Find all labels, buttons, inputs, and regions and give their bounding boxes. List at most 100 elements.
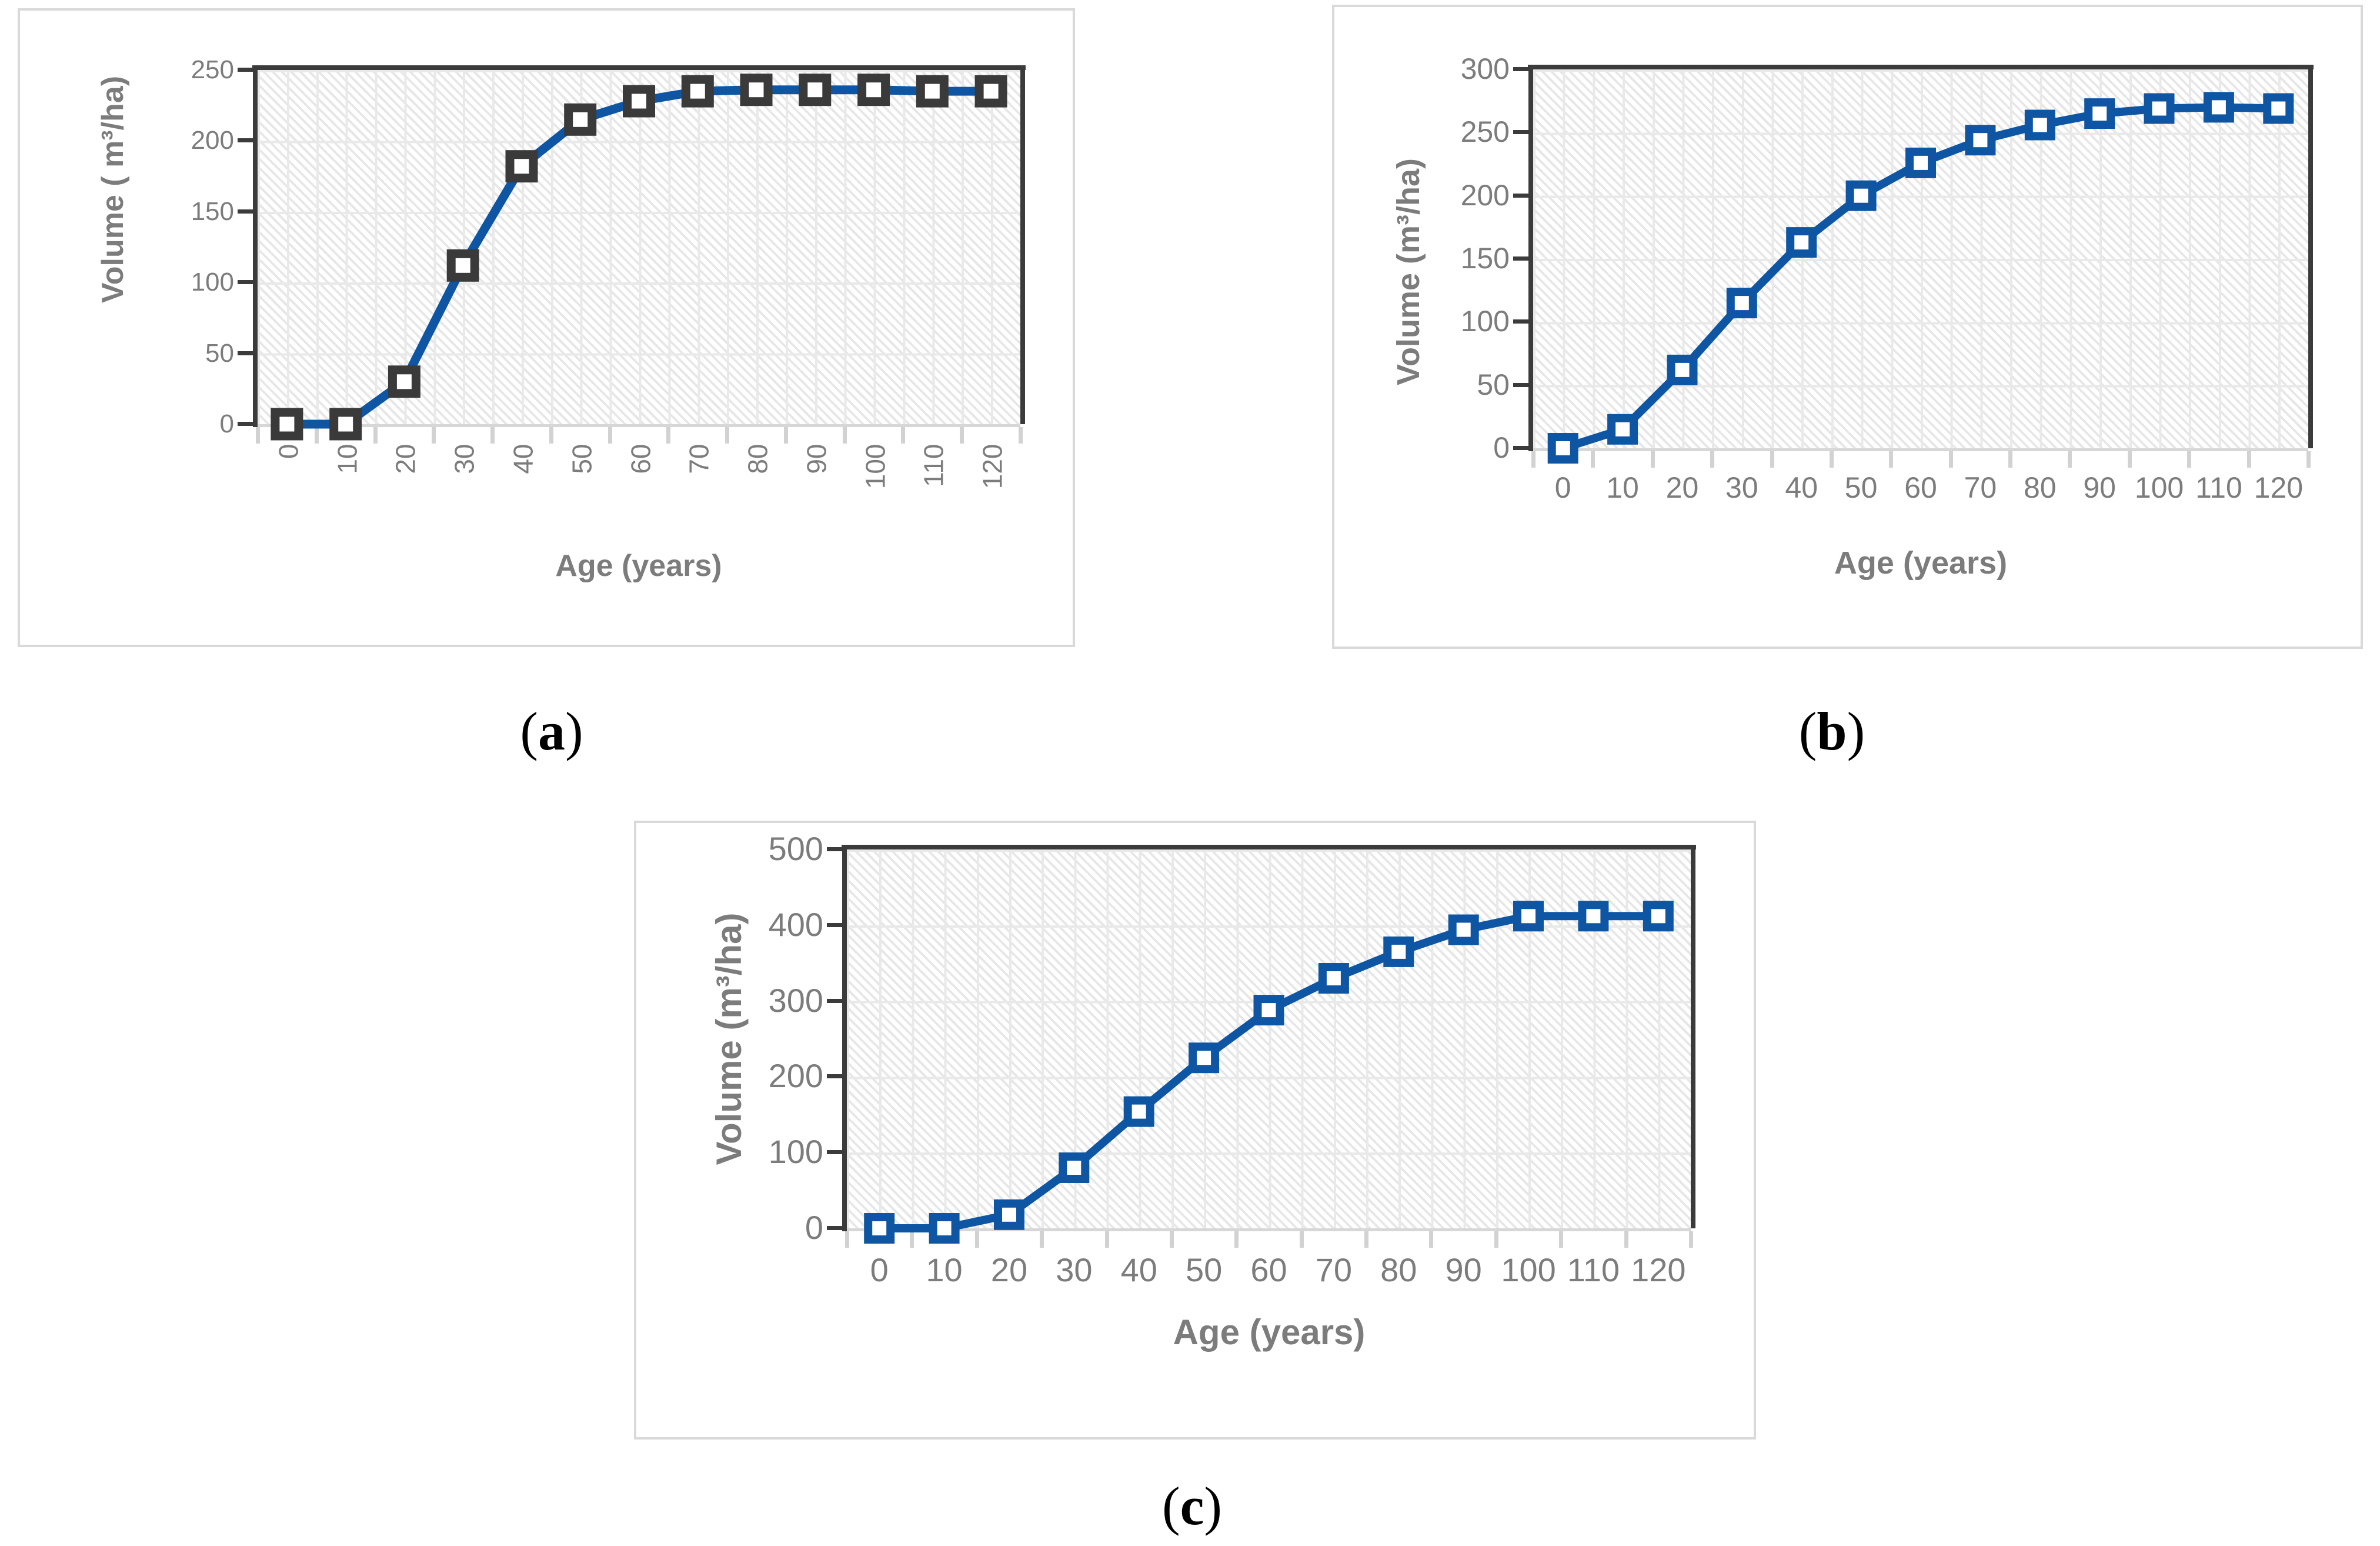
caption-b-open: (	[1798, 701, 1817, 761]
y-tick-label-a: 100	[191, 268, 234, 297]
y-tick-label-c: 100	[768, 1133, 823, 1171]
x-tick-label-a: 120	[977, 444, 1008, 489]
plot-border-top-b	[1528, 65, 2314, 69]
data-point-a	[857, 74, 890, 106]
x-tick-label-a: 0	[273, 444, 304, 459]
data-point-b	[1547, 433, 1578, 464]
y-tick-a	[238, 422, 253, 426]
y-tick-a	[238, 280, 253, 285]
data-point-b	[1905, 147, 1936, 178]
x-tick-label-c: 70	[1315, 1251, 1353, 1288]
x-tick-label-c: 100	[1501, 1251, 1556, 1288]
x-tick-label-b: 40	[1785, 471, 1818, 504]
x-tick-a	[549, 427, 553, 444]
x-tick-c	[1559, 1231, 1564, 1248]
x-axis-title-a: Age (years)	[555, 549, 722, 583]
x-tick-b	[2247, 451, 2251, 468]
data-point-b	[1965, 125, 1996, 156]
x-tick-c	[1689, 1231, 1693, 1248]
y-axis-line-a	[253, 65, 258, 427]
x-tick-label-b: 80	[2023, 471, 2057, 504]
x-tick-label-a: 30	[449, 444, 480, 474]
data-point-a	[916, 75, 949, 108]
x-tick-b	[1889, 451, 1894, 468]
x-tick-a	[1019, 427, 1023, 444]
y-tick-c	[827, 1074, 842, 1079]
x-tick-a	[725, 427, 730, 444]
y-tick-a	[238, 138, 253, 143]
x-tick-b	[1829, 451, 1834, 468]
y-tick-label-b: 100	[1460, 305, 1510, 338]
data-point-b	[2024, 109, 2055, 141]
y-tick-b	[1513, 193, 1528, 198]
x-tick-c	[1040, 1231, 1044, 1248]
data-point-c	[1059, 1152, 1090, 1183]
caption-a: (a)	[434, 695, 669, 768]
plot-border-right-b	[2308, 65, 2313, 448]
x-tick-label-a: 110	[918, 444, 949, 487]
x-tick-b	[2187, 451, 2192, 468]
y-tick-label-b: 300	[1460, 52, 1510, 85]
x-tick-label-c: 120	[1631, 1251, 1686, 1288]
x-tick-label-b: 100	[2134, 471, 2184, 504]
x-tick-a	[783, 427, 788, 444]
x-tick-a	[666, 427, 671, 444]
data-point-a	[388, 365, 420, 398]
y-tick-b	[1513, 382, 1528, 387]
caption-a-open: (	[520, 701, 538, 761]
data-point-c	[994, 1199, 1024, 1230]
x-tick-b	[1770, 451, 1774, 468]
data-point-c	[864, 1213, 895, 1244]
data-point-b	[2144, 93, 2175, 124]
data-point-a	[564, 103, 597, 136]
y-tick-b	[1513, 256, 1528, 261]
y-tick-c	[827, 847, 842, 851]
x-tick-c	[1234, 1231, 1239, 1248]
y-tick-b	[1513, 446, 1528, 450]
y-tick-label-c: 200	[768, 1057, 823, 1095]
y-axis-title-c: Volume (m³/ha)	[709, 912, 749, 1165]
y-tick-c	[827, 1150, 842, 1155]
x-tick-label-b: 20	[1665, 471, 1699, 504]
x-tick-a	[314, 427, 319, 444]
data-point-c	[1578, 901, 1609, 932]
x-tick-a	[432, 427, 436, 444]
data-point-c	[1448, 914, 1479, 945]
x-tick-label-a: 40	[508, 444, 539, 474]
x-tick-b	[2306, 451, 2311, 468]
series-b	[1547, 92, 2294, 464]
data-point-c	[929, 1213, 960, 1244]
y-tick-b	[1513, 67, 1528, 71]
x-tick-a	[373, 427, 378, 444]
caption-a-close: )	[565, 701, 583, 761]
y-tick-label-a: 200	[191, 126, 234, 155]
y-tick-label-c: 400	[768, 905, 823, 943]
y-tick-label-b: 0	[1493, 431, 1510, 464]
y-tick-a	[238, 68, 253, 72]
caption-b: (b)	[1714, 695, 1950, 768]
data-point-b	[2263, 93, 2294, 124]
x-tick-label-c: 110	[1567, 1251, 1620, 1288]
plot-border-right-a	[1020, 65, 1025, 424]
x-tick-label-c: 80	[1380, 1251, 1417, 1288]
x-axis-title-b: Age (years)	[1834, 545, 2008, 581]
x-tick-c	[910, 1231, 914, 1248]
x-tick-label-a: 70	[683, 444, 715, 474]
x-tick-label-c: 40	[1120, 1251, 1157, 1288]
x-tick-c	[1104, 1231, 1109, 1248]
y-tick-label-a: 250	[191, 55, 234, 84]
data-point-c	[1189, 1042, 1220, 1074]
x-tick-label-a: 10	[332, 444, 363, 474]
y-axis-line-b	[1528, 65, 1533, 451]
x-tick-label-b: 70	[1964, 471, 1997, 504]
y-tick-label-c: 300	[768, 981, 823, 1019]
caption-b-letter: b	[1817, 701, 1847, 761]
x-tick-c	[1169, 1231, 1174, 1248]
y-tick-a	[238, 351, 253, 355]
plot-border-right-c	[1691, 845, 1695, 1228]
data-point-b	[1607, 414, 1638, 445]
x-tick-c	[1364, 1231, 1369, 1248]
x-tick-c	[1429, 1231, 1434, 1248]
x-tick-label-a: 20	[390, 444, 421, 474]
